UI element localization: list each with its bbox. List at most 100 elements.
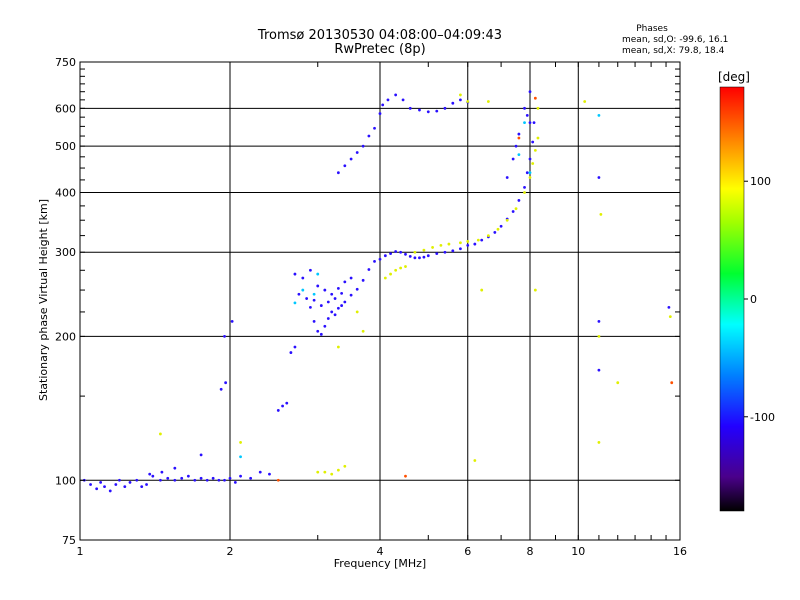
echo-point xyxy=(355,151,359,154)
echo-point xyxy=(343,164,347,168)
y-tick-label: 100 xyxy=(55,474,76,487)
echo-point xyxy=(239,474,242,478)
echo-point xyxy=(239,455,242,459)
echo-point xyxy=(276,478,280,482)
x-tick-label: 16 xyxy=(673,545,687,558)
echo-point xyxy=(312,292,316,296)
echo-point xyxy=(523,191,526,194)
phase-stats-title: Phases xyxy=(636,24,668,34)
echo-point xyxy=(383,276,387,280)
echo-point xyxy=(145,483,148,486)
echo-point xyxy=(361,144,365,148)
echo-point xyxy=(343,280,347,284)
echo-point xyxy=(404,474,407,478)
echo-point xyxy=(422,248,426,252)
y-axis-ticks: 75 100 200 300 400 500 600 750 xyxy=(55,56,680,547)
y-tick-label: 400 xyxy=(55,186,76,199)
echo-point xyxy=(343,300,347,304)
echo-point xyxy=(166,476,170,480)
echo-point xyxy=(422,255,426,259)
echo-point xyxy=(349,293,353,297)
echo-point xyxy=(451,101,455,105)
echo-point xyxy=(159,478,162,482)
echo-point xyxy=(459,93,462,97)
echo-point xyxy=(180,476,184,480)
echo-point xyxy=(233,480,237,484)
echo-point xyxy=(333,313,337,317)
echo-point xyxy=(528,90,532,94)
echo-point xyxy=(230,319,234,323)
echo-point xyxy=(451,249,455,253)
echo-point xyxy=(309,268,312,272)
phase-stats-o: mean, sd,O: -99.6, 16.1 xyxy=(622,35,728,45)
echo-point xyxy=(418,108,421,112)
y-tick-label: 500 xyxy=(55,140,76,153)
echo-point xyxy=(533,96,537,100)
echo-point xyxy=(404,252,407,256)
echo-point xyxy=(373,126,376,130)
echo-point xyxy=(408,106,412,110)
echo-point xyxy=(399,250,403,254)
echo-point xyxy=(258,470,262,474)
echo-point xyxy=(418,256,421,260)
echo-point xyxy=(285,401,289,405)
y-tick-label: 300 xyxy=(55,246,76,259)
echo-point xyxy=(389,252,392,256)
echo-point xyxy=(528,121,532,125)
data-points xyxy=(82,90,674,493)
echo-point xyxy=(404,265,407,268)
colorbar-label: [deg] xyxy=(718,70,750,84)
echo-point xyxy=(108,489,112,493)
echo-point xyxy=(394,93,398,97)
echo-point xyxy=(533,288,537,292)
echo-point xyxy=(211,476,215,480)
echo-point xyxy=(597,319,601,323)
echo-point xyxy=(103,485,106,489)
echo-point xyxy=(426,110,430,114)
echo-point xyxy=(599,212,603,216)
x-tick-label: 8 xyxy=(527,545,534,558)
echo-point xyxy=(459,98,462,102)
echo-point xyxy=(249,476,253,480)
colorbar-tick-label: 100 xyxy=(750,175,771,188)
echo-point xyxy=(95,487,99,491)
echo-point xyxy=(597,113,601,117)
echo-point xyxy=(268,472,271,476)
colorbar-tick-label: -100 xyxy=(750,411,775,424)
echo-point xyxy=(670,381,674,385)
echo-point xyxy=(239,441,242,444)
echo-point xyxy=(459,241,462,245)
echo-point xyxy=(493,231,497,234)
echo-point xyxy=(301,276,305,280)
echo-point xyxy=(173,478,177,482)
x-axis-ticks: 1 2 4 6 8 10 16 xyxy=(77,62,687,558)
echo-point xyxy=(517,132,521,136)
phase-stats-x: mean, sd,X: 79.8, 18.4 xyxy=(622,46,725,56)
echo-point xyxy=(459,247,462,251)
echo-point xyxy=(336,468,340,472)
echo-point xyxy=(199,453,203,457)
echo-point xyxy=(466,240,470,243)
echo-point xyxy=(531,162,535,165)
echo-point xyxy=(514,207,518,211)
echo-point xyxy=(514,144,518,148)
echo-point xyxy=(528,176,532,179)
colorbar-ticks: 100 0 -100 xyxy=(744,175,775,424)
echo-point xyxy=(413,256,417,260)
echo-point xyxy=(293,272,297,276)
echo-point xyxy=(499,224,503,228)
echo-point xyxy=(597,368,601,372)
echo-point xyxy=(349,157,353,161)
echo-point xyxy=(223,478,226,482)
echo-point xyxy=(517,153,521,157)
echo-point xyxy=(330,472,334,476)
echo-point xyxy=(367,268,371,271)
echo-point xyxy=(319,304,323,307)
echo-point xyxy=(399,266,403,270)
echo-point xyxy=(326,300,330,304)
echo-point xyxy=(160,470,164,474)
echo-point xyxy=(473,459,477,462)
echo-point xyxy=(511,210,515,213)
colorbar-tick-label: 0 xyxy=(750,293,757,306)
